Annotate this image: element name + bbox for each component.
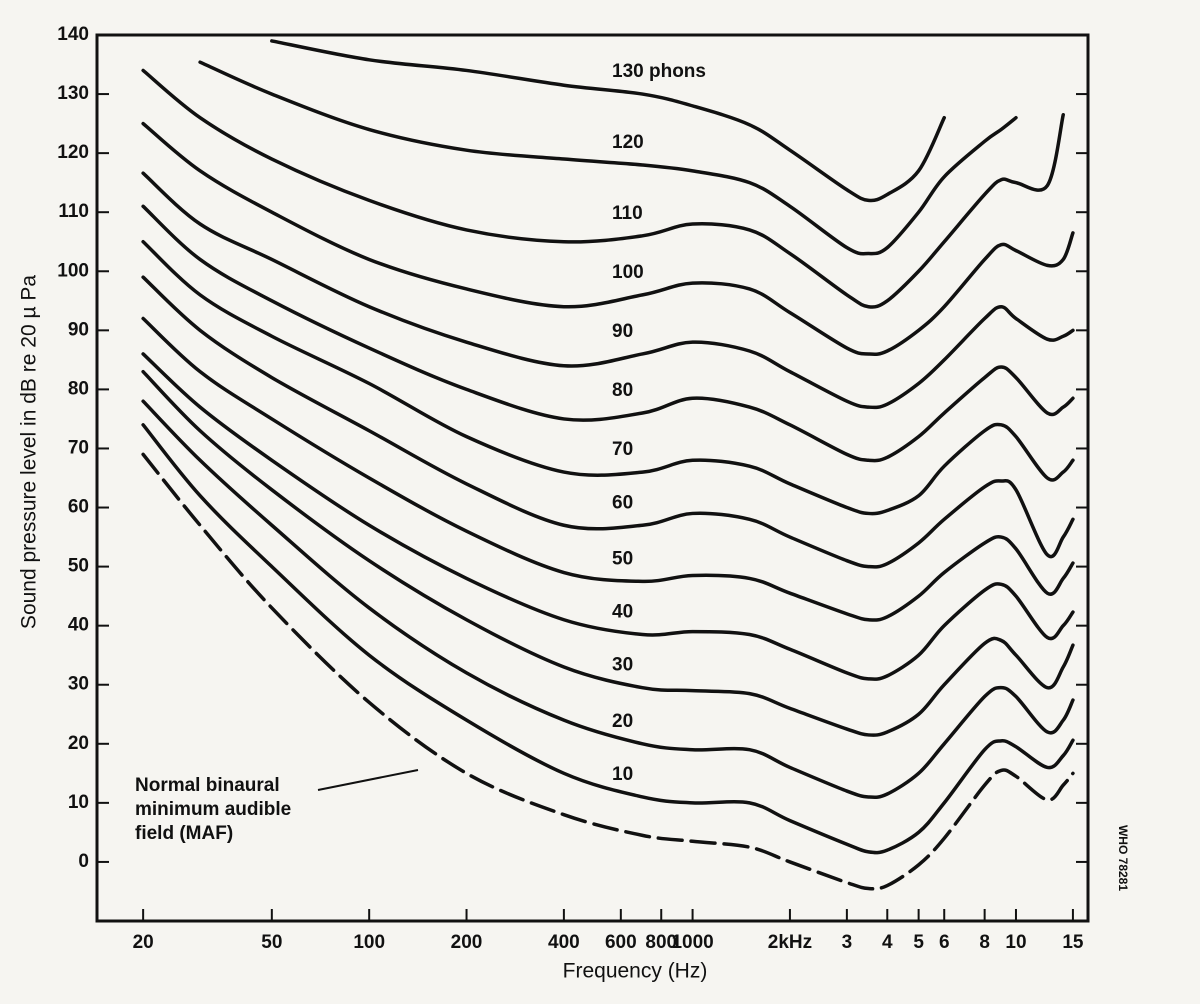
y-tick-label: 110: [58, 201, 89, 222]
y-tick-label: 80: [68, 378, 89, 399]
curve-label: 110: [612, 203, 643, 224]
annotation-pointer: [317, 769, 419, 791]
curve: [141, 275, 1075, 569]
x-tick-label: 20: [133, 932, 154, 953]
curve-label: 50: [612, 548, 633, 569]
curve-label: 40: [612, 602, 633, 623]
curve-label: 130 phons: [612, 61, 706, 82]
x-tick-label: 50: [261, 932, 282, 953]
curve-label: 100: [612, 262, 644, 283]
x-tick-label: 15: [1062, 932, 1084, 953]
y-tick-label: 40: [68, 615, 89, 636]
curve: [270, 39, 946, 203]
curve: [141, 369, 1075, 737]
y-tick-label: 100: [57, 260, 89, 281]
x-tick-label: 400: [548, 932, 580, 953]
curve: [141, 452, 1075, 891]
curve: [141, 316, 1075, 622]
curve-label: 80: [612, 380, 633, 401]
curve-label: 20: [612, 711, 633, 732]
y-tick-label: 120: [57, 142, 89, 163]
curve-label: 30: [612, 655, 633, 676]
x-tick-label: 4: [882, 932, 893, 953]
x-tick-label: 800: [645, 932, 677, 953]
curve: [141, 121, 1075, 357]
curve: [141, 352, 1075, 681]
y-tick-label: 60: [68, 497, 89, 518]
curve: [141, 68, 1065, 309]
x-tick-label: 1000: [671, 932, 713, 953]
curve-label: 90: [612, 321, 633, 342]
side-note: WHO 78281: [1116, 825, 1130, 891]
annotation: field (MAF): [135, 823, 233, 844]
x-tick-label: 8: [979, 932, 990, 953]
curve-label: 70: [612, 439, 633, 460]
plot-frame: [95, 33, 1090, 923]
x-tick-label: 5: [913, 932, 924, 953]
curve-label: 10: [612, 764, 633, 785]
curve: [198, 60, 1018, 256]
x-tick-label: 6: [939, 932, 950, 953]
x-tick-label: 600: [605, 932, 637, 953]
curve: [141, 204, 1075, 463]
y-tick-label: 10: [68, 792, 89, 813]
x-tick-label: 3: [842, 932, 853, 953]
annotation: Normal binaural: [135, 775, 280, 796]
curve: [141, 171, 1075, 410]
x-axis-title: Frequency (Hz): [563, 960, 708, 983]
y-tick-label: 50: [68, 556, 89, 577]
curve-label: 120: [612, 132, 644, 153]
x-tick-label: 200: [451, 932, 483, 953]
y-tick-label: 90: [68, 319, 89, 340]
y-tick-label: 0: [78, 851, 89, 872]
curve: [141, 399, 1075, 800]
y-tick-label: 130: [57, 83, 89, 104]
y-tick-label: 70: [68, 437, 89, 458]
curve-label: 60: [612, 492, 633, 513]
y-tick-label: 30: [68, 674, 89, 695]
x-tick-label: 100: [353, 932, 385, 953]
y-axis-title: Sound pressure level in dB re 20 µ Pa: [18, 275, 41, 629]
y-tick-label: 20: [68, 733, 89, 754]
curve: [141, 239, 1075, 516]
x-tick-label: 10: [1005, 932, 1026, 953]
y-tick-label: 140: [57, 24, 89, 45]
x-tick-label: 2kHz: [768, 932, 812, 953]
curve: [141, 423, 1075, 855]
annotation: minimum audible: [135, 799, 291, 820]
